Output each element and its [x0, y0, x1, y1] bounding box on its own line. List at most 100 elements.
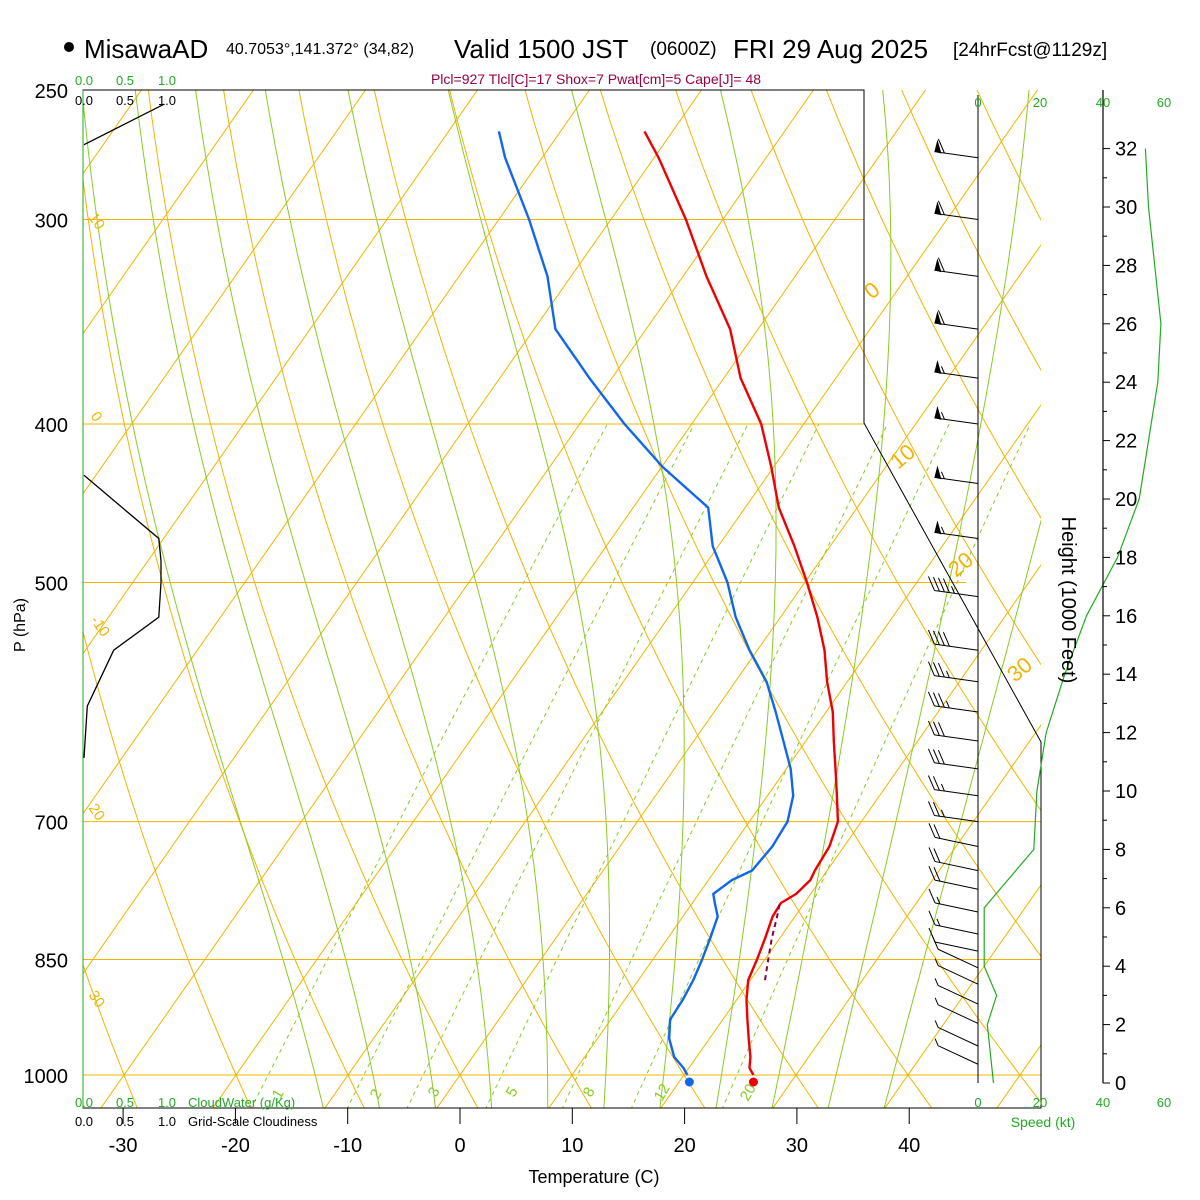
temperature-surface-dot	[748, 1077, 758, 1087]
wind-barb	[927, 576, 979, 598]
dry-adiabat-line	[223, 90, 592, 1108]
wind-barb-staff	[934, 417, 979, 425]
cloudiness-scale-bottom-2: 1.0	[158, 1114, 176, 1129]
cloudwater-scale-bottom-1: 0.5	[116, 1095, 134, 1110]
wind-barb	[934, 465, 979, 485]
cloudiness-scale-top-0: 0.0	[75, 93, 93, 108]
isotherm-line	[324, 90, 1039, 1108]
isotherm-line	[660, 564, 1041, 1108]
wind-speed-curve	[983, 148, 1162, 1084]
wind-barb-flag	[927, 775, 935, 790]
isotherm-line	[996, 1044, 1041, 1108]
wind-barb-flag	[932, 576, 940, 592]
mixing-ratio-line	[485, 423, 820, 1108]
speed-scale-bottom-3: 60	[1157, 1095, 1171, 1110]
wind-barb-halfflag	[945, 700, 950, 709]
wind-barb-flag	[937, 577, 945, 593]
pressure-tick-label: 700	[35, 813, 68, 835]
wind-barb	[928, 927, 979, 952]
wind-barb-halfflag	[936, 896, 941, 905]
wind-barb-pennant	[934, 465, 942, 480]
wind-barb	[928, 823, 979, 847]
temperature-tick-label: 30	[786, 1135, 808, 1157]
temperature-tick-label: 10	[561, 1135, 583, 1157]
mixratio-label-3: 3	[425, 1084, 444, 1100]
wind-barb-staff	[934, 860, 979, 872]
cloudwater-scale-bottom-0: 0.0	[75, 1095, 93, 1110]
isotherm-line	[436, 244, 1041, 1108]
pressure-tick-label: 250	[35, 81, 68, 103]
isotherm-line	[83, 90, 591, 815]
parcel-line	[764, 902, 781, 981]
wind-barb-staff	[937, 965, 979, 985]
wind-barb-staff	[934, 476, 979, 485]
wind-barb-halfflag	[934, 958, 939, 966]
cloudiness-line-top	[83, 103, 165, 146]
dry-adiabat-line	[147, 90, 479, 1108]
wind-barb-halfflag	[940, 471, 945, 480]
wind-barb-staff	[934, 941, 979, 952]
wind-barb-flag	[928, 823, 936, 838]
wind-barb-flag	[937, 138, 945, 154]
wind-barb-flag	[928, 888, 936, 904]
wind-barb-halfflag	[950, 586, 955, 594]
mixratio-label-4: 5	[503, 1084, 522, 1100]
wind-barb	[934, 958, 979, 985]
moist-adiabat-line	[570, 90, 685, 1108]
wind-barb-flag	[932, 662, 940, 677]
height-tick-label: 8	[1115, 839, 1126, 861]
wind-barb-staff	[937, 1004, 979, 1024]
wind-barb-staff	[934, 643, 979, 651]
wind-barb-pennant	[934, 310, 942, 325]
height-tick-label: 4	[1115, 956, 1126, 978]
wind-barb	[934, 359, 979, 379]
height-tick-label: 16	[1115, 606, 1137, 628]
wind-barb	[934, 978, 979, 1005]
wind-barb-staff	[934, 762, 979, 770]
wind-barb-flag	[937, 257, 945, 272]
height-tick-label: 10	[1115, 781, 1137, 803]
wind-barb-flag	[932, 776, 940, 791]
cloudwater-scale-bottom-2: 1.0	[158, 1095, 176, 1110]
height-tick-label: 20	[1115, 489, 1137, 511]
wind-barb-staff	[934, 902, 979, 913]
height-tick-label: 22	[1115, 431, 1137, 453]
wind-barb-staff	[934, 322, 979, 330]
wind-barb-flag	[927, 748, 935, 763]
wind-barb-flag	[937, 750, 945, 765]
wind-barb-halfflag	[934, 997, 939, 1006]
wind-barb-flag	[937, 310, 945, 325]
wind-barb-staff	[934, 212, 979, 221]
wind-barb-flag	[932, 630, 940, 645]
cloudiness-scale-bottom-0: 0.0	[75, 1114, 93, 1129]
moist-adiabat-line	[347, 90, 549, 1108]
valid-main: Valid 1500 JST	[454, 34, 629, 64]
wind-barb-staff	[934, 879, 979, 890]
isotherm-label-4: 20	[85, 801, 108, 824]
wind-barb	[928, 847, 979, 872]
cloudiness-legend: Grid-Scale Cloudiness	[188, 1114, 318, 1129]
moist-adiabat-lines	[83, 90, 1041, 1108]
wind-barb-pennant	[934, 359, 942, 374]
isotherm-lines	[83, 90, 1041, 1108]
moist-adiabat-line	[134, 90, 380, 1108]
height-tick-label: 18	[1115, 547, 1137, 569]
height-tick-label: 24	[1115, 372, 1137, 394]
isotherm-line	[548, 404, 1041, 1108]
temperature-line	[643, 130, 840, 1076]
cloudwater-scale-top-2: 1.0	[158, 73, 176, 88]
wind-barb	[934, 1020, 979, 1047]
pressure-tick-label: 1000	[24, 1066, 69, 1088]
wind-barb-flag	[932, 692, 940, 707]
wind-barb-halfflag	[934, 978, 939, 986]
wind-barb-staff	[934, 734, 979, 742]
station-coords: 40.7053°,141.372° (34,82)	[226, 41, 414, 58]
wind-barb-flag	[927, 801, 935, 816]
wind-barb-flag	[932, 801, 940, 817]
wind-barb	[927, 801, 979, 823]
wind-barb-staff	[934, 371, 979, 379]
height-tick-label: 12	[1115, 723, 1137, 745]
wind-barb-staff	[934, 531, 979, 540]
wind-barb-flag	[928, 847, 936, 862]
dry-adiabat-line	[976, 90, 1041, 222]
